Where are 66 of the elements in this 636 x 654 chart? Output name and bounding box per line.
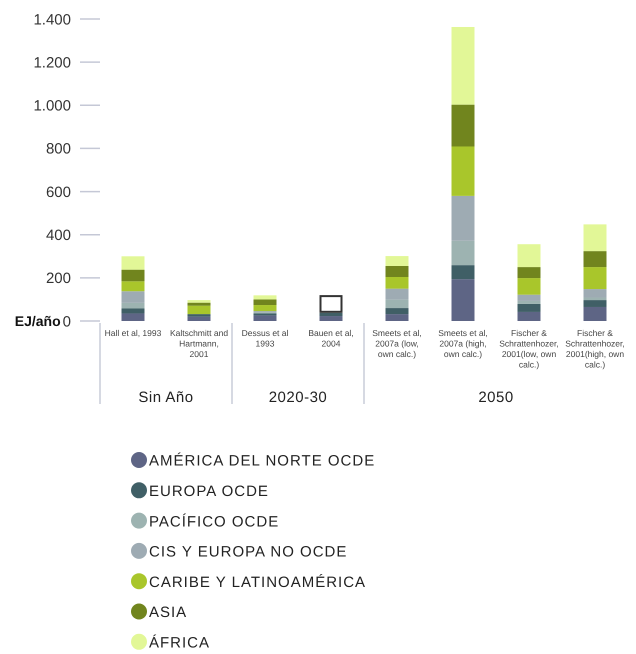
bar (518, 244, 540, 268)
text: 2020-30 (268, 389, 328, 406)
bar (518, 294, 540, 301)
bar (188, 314, 210, 317)
bar (320, 312, 342, 316)
bar (386, 266, 408, 277)
y-tick-label: 600 (46, 184, 71, 201)
x-tick-label: Smeets et al, 2007a (low, own calc.) (372, 328, 422, 359)
x-tick-label: Bauen et al, 2004 (308, 328, 354, 348)
legend-label: EUROPA OCDE (149, 483, 269, 500)
x-tick-label: Hall et al, 1993 (104, 328, 162, 338)
y-tick-label: 400 (46, 226, 71, 244)
bar (188, 302, 210, 306)
bar (188, 316, 210, 321)
bar (320, 316, 342, 321)
y-tick-label: 1.000 (33, 98, 71, 115)
bar (452, 26, 474, 105)
legend-label: CIS Y EUROPA NO OCDE (149, 544, 348, 561)
x-tick-label: Fischer & Schrattenhozer, 2001(low, own calc.) (499, 328, 559, 370)
bar (584, 224, 606, 252)
bar (122, 256, 144, 270)
bar (254, 315, 276, 321)
bar (386, 276, 408, 289)
legend-label: ASIA (149, 604, 188, 622)
bar (584, 289, 606, 298)
bar (320, 295, 342, 313)
y-tick-label: 1.400 (33, 11, 71, 28)
bar (122, 270, 144, 282)
bar (584, 306, 606, 321)
x-tick-label: Dessus et al 1993 (242, 328, 288, 348)
bar (122, 313, 144, 321)
bar (122, 281, 144, 292)
bar (386, 314, 408, 321)
bar (254, 295, 276, 300)
legend-label: ÁFRICA (149, 634, 210, 652)
x-tick-label: Fischer & Schrattenhozer, 2001(high, own calc.) (565, 328, 625, 370)
legend-label: CARIBE Y LATINOAMÉRICA (149, 572, 366, 591)
y-tick-label: 800 (46, 140, 71, 158)
bar (584, 300, 606, 307)
bar (188, 306, 210, 314)
bar (518, 267, 540, 278)
bar (188, 300, 210, 303)
bar (254, 299, 276, 306)
x-tick-label: Kaltschmitt and Hartmann, 2001 (170, 328, 228, 359)
bar (386, 256, 408, 266)
legend-label: AMÉRICA DEL NORTE OCDE (149, 452, 376, 470)
bar (518, 304, 540, 312)
bar (518, 278, 540, 295)
bar (452, 279, 474, 321)
y-tick-label: 200 (46, 270, 71, 288)
bar (122, 308, 144, 314)
bar (452, 265, 474, 280)
text: Sin Año (138, 389, 194, 406)
bar (584, 267, 606, 290)
y-tick-label: 0 (62, 313, 71, 330)
bar (518, 312, 540, 321)
y-axis-title: EJ/año (14, 312, 61, 329)
bar (452, 104, 474, 146)
bar (452, 146, 474, 196)
bar (386, 308, 408, 314)
x-tick-label: Smeets et al, 2007a (high, own calc.) (438, 328, 488, 359)
bar (584, 251, 606, 268)
bar (254, 305, 276, 312)
y-tick-label: 1.200 (33, 54, 71, 72)
legend-label: PACÍFICO OCDE (149, 512, 280, 530)
text: 2050 (478, 389, 514, 406)
